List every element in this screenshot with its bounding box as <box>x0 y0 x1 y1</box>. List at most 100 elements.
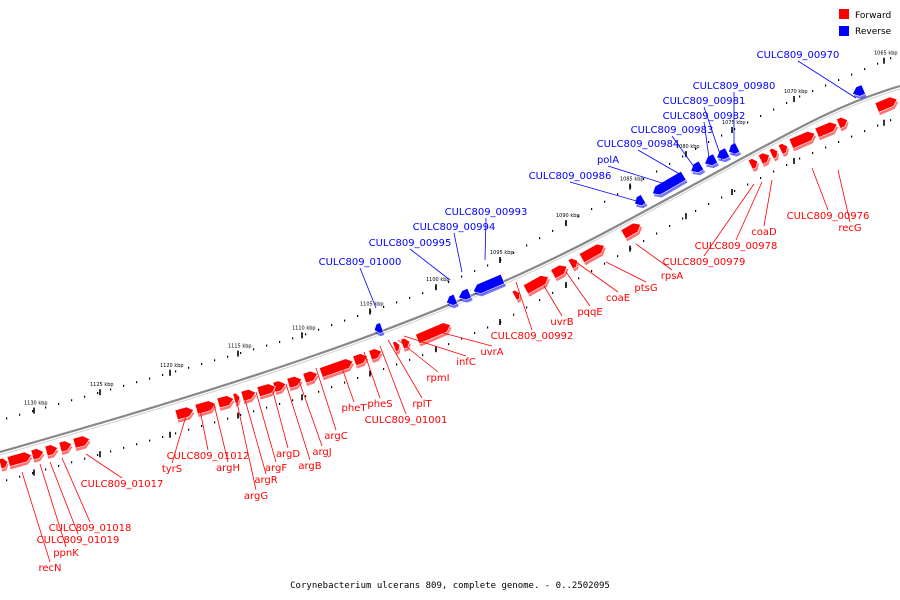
forward-gene <box>240 389 257 405</box>
forward-gene <box>836 117 849 132</box>
minor-tick <box>214 421 216 424</box>
minor-tick <box>344 319 346 322</box>
minor-tick <box>682 155 684 158</box>
minor-tick <box>253 410 255 413</box>
minor-tick <box>175 370 177 373</box>
minor-tick <box>526 306 528 309</box>
minor-tick <box>383 367 385 370</box>
minor-tick <box>513 313 515 316</box>
tick-label: 1100 kbp <box>426 277 450 283</box>
reverse-gene <box>446 293 459 309</box>
minor-tick <box>45 406 47 409</box>
reverse-gene <box>704 153 719 169</box>
forward-gene <box>620 222 643 242</box>
forward-gene <box>567 257 579 272</box>
gene-label: pqqE <box>577 307 602 318</box>
leader-line <box>671 135 698 172</box>
minor-tick <box>396 363 398 366</box>
minor-tick <box>97 392 99 395</box>
tick-label: 1080 kbp <box>676 144 700 150</box>
minor-tick <box>474 270 476 273</box>
minor-tick <box>669 224 671 227</box>
forward-gene <box>757 152 771 167</box>
minor-tick <box>474 332 476 335</box>
forward-gene <box>194 400 217 418</box>
minor-tick <box>409 296 411 299</box>
legend-swatch-forward <box>839 9 849 19</box>
minor-tick <box>773 108 775 111</box>
minor-tick <box>682 217 684 220</box>
gene-label: rpmI <box>426 373 449 384</box>
minor-tick <box>773 170 775 173</box>
minor-tick <box>6 417 8 420</box>
leader-line <box>635 243 673 271</box>
minor-tick <box>110 388 112 391</box>
gene-label: CULC809_00978 <box>695 241 778 252</box>
gene-label: CULC809_00986 <box>529 171 612 182</box>
minor-tick <box>292 337 294 340</box>
gene-label: argJ <box>312 447 331 458</box>
leader-line <box>409 248 451 281</box>
forward-gene <box>216 395 235 411</box>
forward-gene <box>58 440 73 455</box>
minor-tick <box>864 68 866 71</box>
forward-gene <box>72 435 91 452</box>
minor-tick <box>825 84 827 87</box>
forward-gene <box>814 121 839 141</box>
reverse-gene <box>652 170 688 198</box>
minor-tick <box>812 151 814 154</box>
minor-tick <box>227 417 229 420</box>
reverse-gene <box>716 147 731 163</box>
leader-line <box>359 267 377 309</box>
gene-label: CULC809_00976 <box>787 211 870 222</box>
minor-tick <box>227 355 229 358</box>
minor-tick <box>279 402 281 405</box>
gene-label: rplT <box>412 399 432 410</box>
tick-label: 1085 kbp <box>620 177 644 183</box>
leader-line <box>387 339 423 399</box>
minor-tick <box>825 146 827 149</box>
forward-gene <box>578 243 606 266</box>
minor-tick <box>734 190 736 192</box>
gene-label: pheS <box>367 399 392 410</box>
minor-tick <box>318 390 320 393</box>
minor-tick <box>370 372 372 375</box>
minor-tick <box>500 259 502 261</box>
reverse-gene <box>690 160 706 176</box>
minor-tick <box>162 436 164 438</box>
minor-tick <box>240 414 242 416</box>
minor-tick <box>591 208 593 211</box>
leader-line <box>484 217 487 261</box>
tick-label: 1115 kbp <box>228 344 252 350</box>
forward-gene <box>30 448 45 463</box>
gene-label: CULC809_01001 <box>365 415 448 426</box>
minor-tick <box>539 299 541 302</box>
minor-tick <box>552 229 554 232</box>
forward-gene <box>6 451 33 470</box>
minor-tick <box>383 305 385 308</box>
minor-tick <box>32 410 34 413</box>
leader-line <box>837 169 851 223</box>
minor-tick <box>331 386 333 389</box>
minor-tick <box>331 324 333 327</box>
forward-gene <box>318 358 355 381</box>
minor-tick <box>253 348 255 351</box>
gene-label: argC <box>324 431 347 442</box>
gene-label: pheT <box>342 403 368 414</box>
minor-tick <box>71 399 73 402</box>
gene-label: coaE <box>606 293 630 304</box>
leader-line <box>339 361 355 403</box>
gene-label: CULC809_00992 <box>491 331 574 342</box>
minor-tick <box>539 237 541 240</box>
gene-label: infC <box>456 357 476 368</box>
leader-lines-layer <box>21 60 857 563</box>
gene-label: argF <box>265 463 287 474</box>
minor-tick <box>721 134 723 137</box>
minor-tick <box>19 413 21 416</box>
minor-tick <box>604 200 606 203</box>
leader-line <box>199 409 209 451</box>
minor-tick <box>214 359 216 362</box>
gene-label: CULC809_00980 <box>693 81 776 92</box>
minor-tick <box>864 130 866 133</box>
leader-line <box>271 387 289 449</box>
